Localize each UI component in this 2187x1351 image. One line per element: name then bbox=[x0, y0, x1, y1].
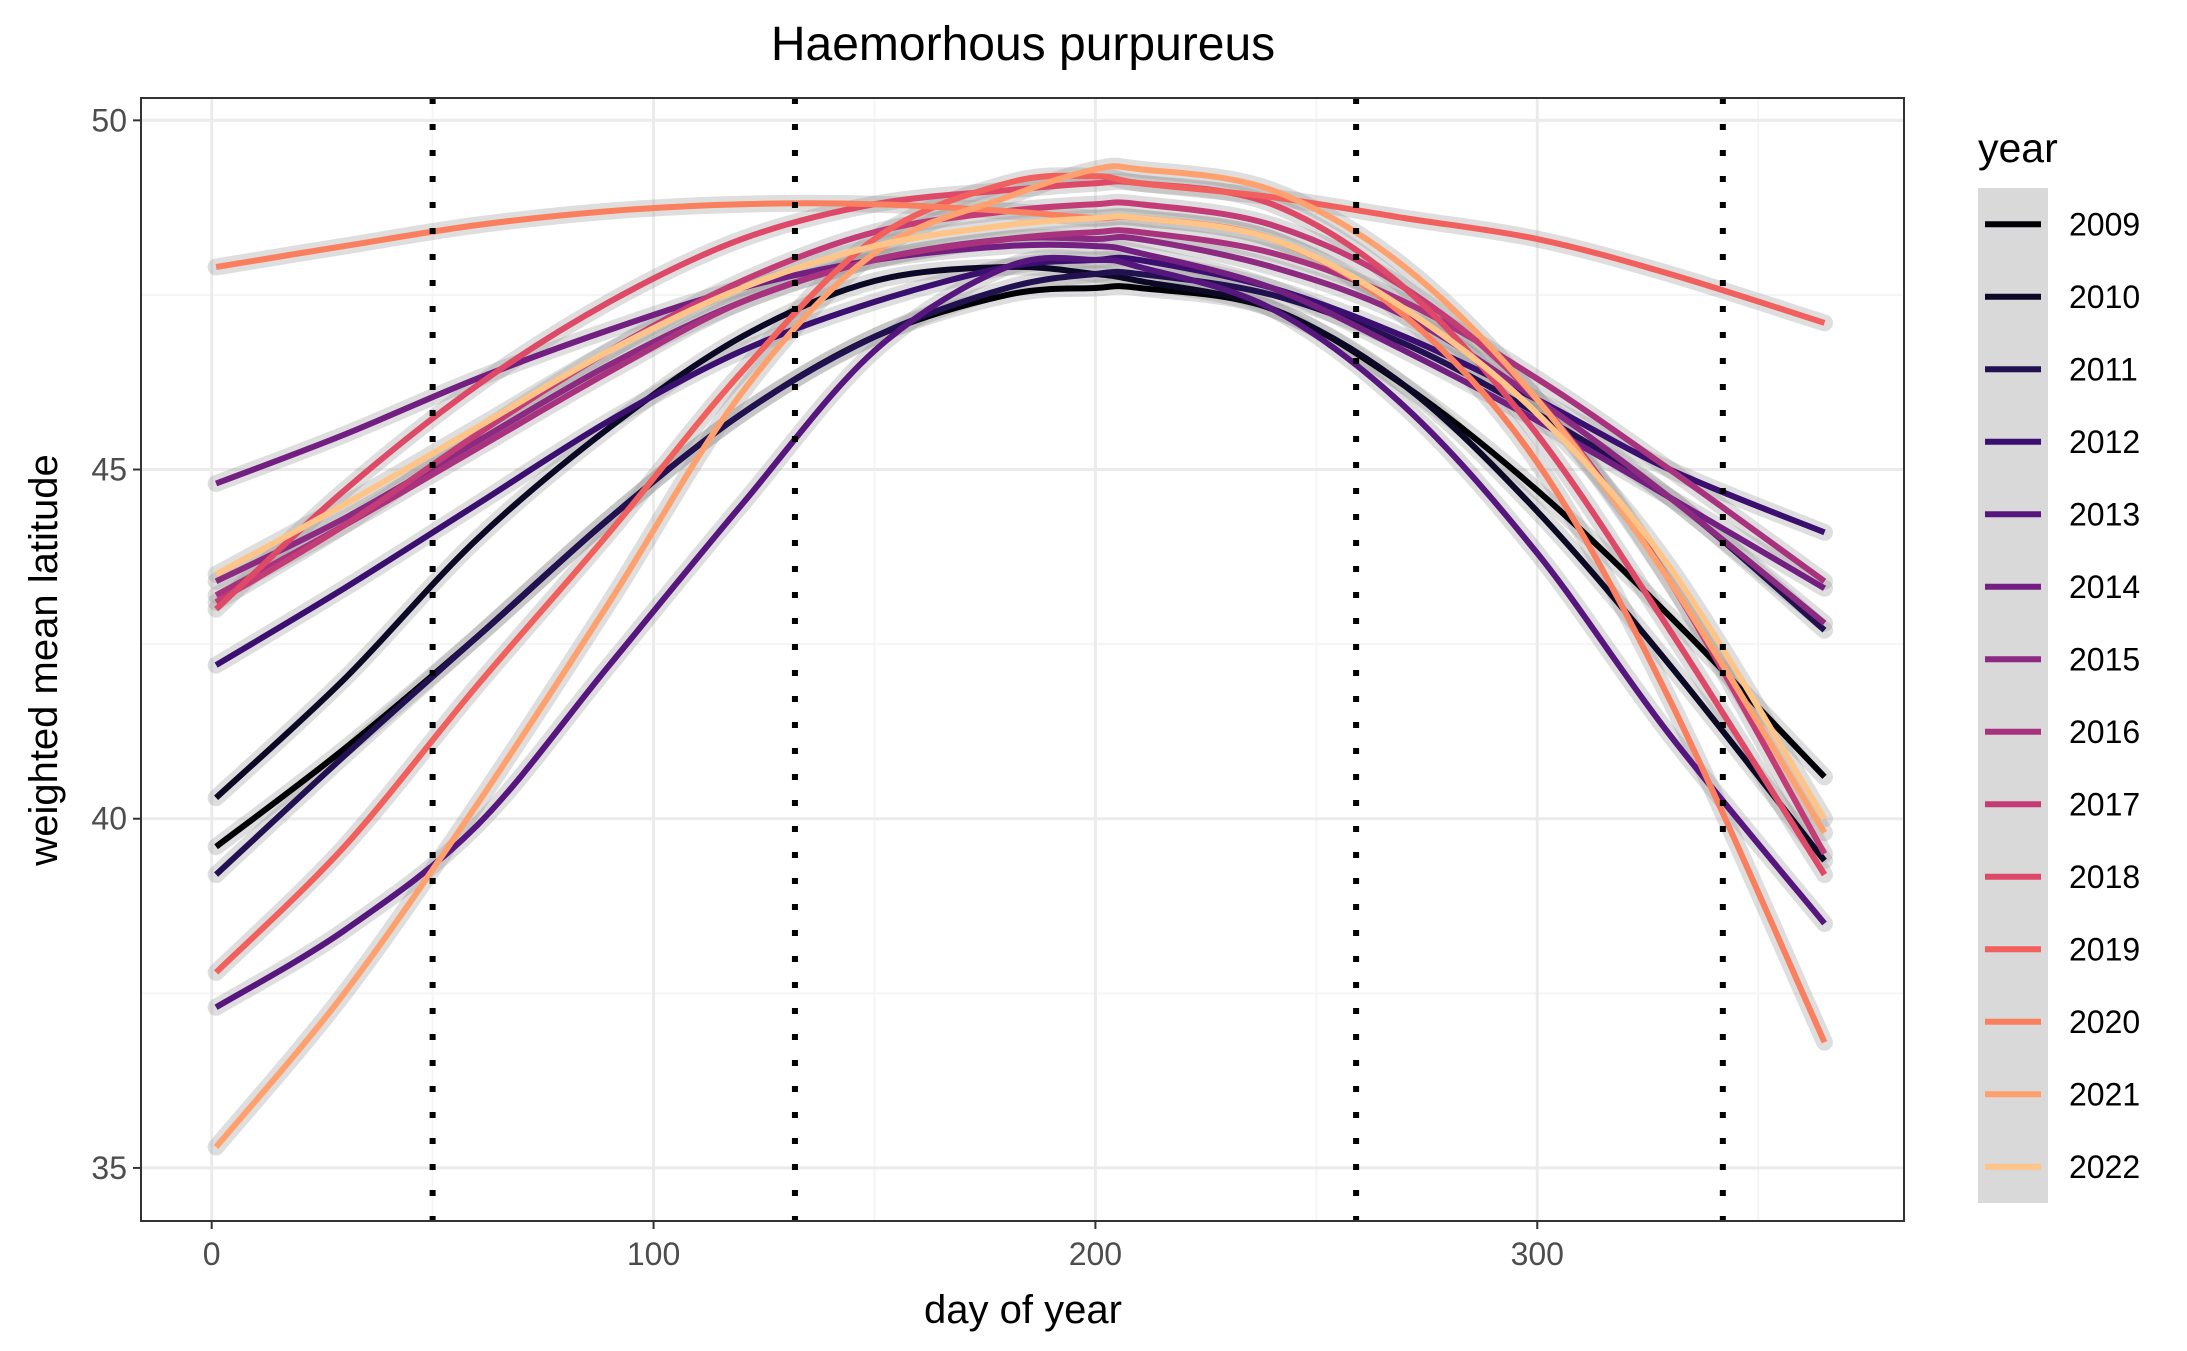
y-tick-label: 40 bbox=[91, 801, 127, 837]
legend-label-2018: 2018 bbox=[2069, 859, 2140, 895]
series-line-2021 bbox=[213, 163, 1828, 1149]
legend-label-2017: 2017 bbox=[2069, 786, 2140, 822]
x-tick-label: 200 bbox=[1069, 1236, 1122, 1272]
legend-label-2015: 2015 bbox=[2069, 641, 2140, 677]
legend-label-2010: 2010 bbox=[2069, 279, 2140, 315]
plot-panel: 0 100 200 300 35 40 45 50 bbox=[91, 97, 1905, 1272]
y-axis-title: weighted mean latitude bbox=[22, 454, 66, 866]
y-tick-label: 50 bbox=[91, 102, 127, 138]
legend-title: year bbox=[1978, 125, 2058, 171]
legend-label-2009: 2009 bbox=[2069, 206, 2140, 242]
legend-label-2020: 2020 bbox=[2069, 1004, 2140, 1040]
legend-label-2012: 2012 bbox=[2069, 424, 2140, 460]
legend-label-2014: 2014 bbox=[2069, 569, 2140, 605]
chart-title: Haemorhous purpureus bbox=[771, 18, 1275, 71]
series-line-2013 bbox=[214, 254, 1827, 1010]
legend-key-background bbox=[1978, 188, 2048, 1203]
series-line-2018 bbox=[214, 178, 1828, 877]
legend-label-2013: 2013 bbox=[2069, 496, 2140, 532]
legend-label-2019: 2019 bbox=[2069, 931, 2140, 967]
series-line-2016 bbox=[214, 227, 1827, 598]
x-axis-title: day of year bbox=[924, 1288, 1122, 1332]
y-tick-label: 35 bbox=[91, 1150, 127, 1186]
x-tick-label: 100 bbox=[627, 1236, 680, 1272]
legend-label-2011: 2011 bbox=[2069, 351, 2138, 387]
legend-label-2022: 2022 bbox=[2069, 1149, 2140, 1185]
y-tick-label: 45 bbox=[91, 452, 127, 488]
legend: year 2009 2010 2011 2012 2013 2014 2015 2016 201… bbox=[1978, 125, 2140, 1203]
series-line-2019 bbox=[213, 172, 1826, 975]
x-tick-label: 300 bbox=[1511, 1236, 1564, 1272]
legend-label-2016: 2016 bbox=[2069, 714, 2140, 750]
x-tick-label: 0 bbox=[203, 1236, 221, 1272]
series-line-2022 bbox=[214, 213, 1828, 821]
series-lines bbox=[213, 163, 1828, 1149]
panel-border bbox=[140, 97, 1905, 1222]
legend-label-2021: 2021 bbox=[2069, 1076, 2140, 1112]
series-line-2010 bbox=[214, 263, 1827, 863]
